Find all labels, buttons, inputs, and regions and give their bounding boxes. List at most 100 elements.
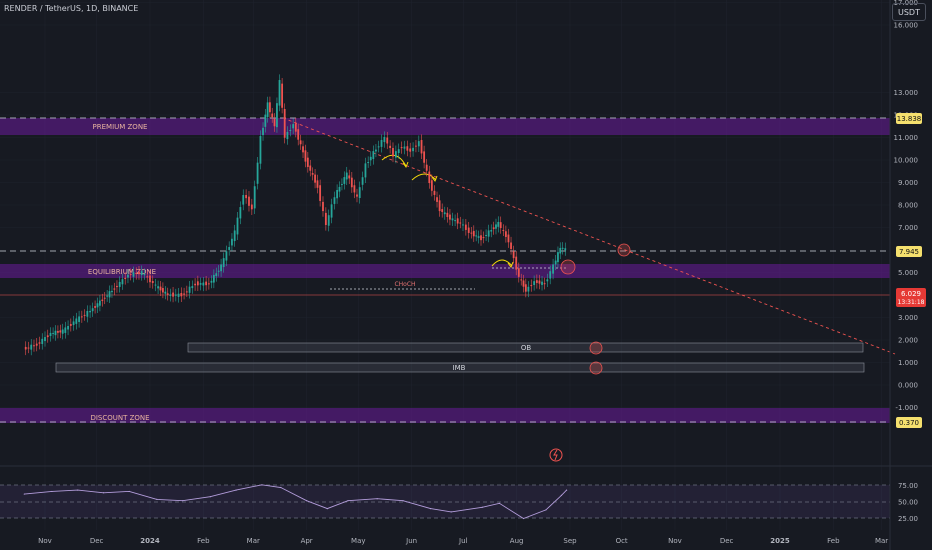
candle-body xyxy=(482,237,485,239)
candle-body xyxy=(480,235,482,241)
price-tick-label: 10.000 xyxy=(894,157,919,165)
candle-body xyxy=(459,222,462,224)
imb-box xyxy=(55,362,865,373)
candle-body xyxy=(69,324,72,326)
time-tick-label: Dec xyxy=(90,537,104,545)
candle-body xyxy=(162,287,164,293)
candle-body xyxy=(502,229,505,231)
price-tick-label: -1.000 xyxy=(895,404,918,412)
candle-body xyxy=(215,273,218,277)
candle-body xyxy=(177,293,180,297)
candle-body xyxy=(225,251,228,261)
candle-body xyxy=(456,218,459,224)
candle-body xyxy=(533,281,536,286)
candle-body xyxy=(94,306,96,308)
rsi-point xyxy=(347,500,349,502)
candle-body xyxy=(220,264,222,272)
candle-body xyxy=(538,280,541,284)
candle-body xyxy=(530,285,533,287)
candle-body xyxy=(477,236,480,238)
candle-body xyxy=(322,201,324,212)
flash-icon[interactable] xyxy=(549,448,563,462)
candle-body xyxy=(49,332,52,337)
rsi-point xyxy=(429,508,432,510)
candle-body xyxy=(273,118,276,127)
currency-button[interactable]: USDT xyxy=(892,3,926,21)
imb-label: IMB xyxy=(453,364,466,372)
candle-body xyxy=(183,293,185,295)
candle-body xyxy=(80,316,83,318)
candle-body xyxy=(199,283,202,285)
candle-body xyxy=(316,180,319,188)
candle-body xyxy=(504,231,507,237)
discount-zone-label: DISCOUNT ZONE xyxy=(90,414,149,422)
candle-body xyxy=(149,275,151,283)
candle-body xyxy=(231,238,233,246)
candle-body xyxy=(549,271,552,279)
candle-body xyxy=(512,251,515,259)
candle-body xyxy=(157,286,159,289)
candle-body xyxy=(154,284,157,286)
candle-body xyxy=(24,346,27,350)
time-tick-label: 2024 xyxy=(140,537,160,545)
candle-body xyxy=(336,189,339,199)
candle-body xyxy=(510,242,512,249)
candle-body xyxy=(333,197,336,204)
candle-body xyxy=(233,230,236,242)
candle-body xyxy=(129,274,132,276)
candle-body xyxy=(375,149,377,152)
rsi-tick-label: 25.00 xyxy=(898,515,918,523)
candle-body xyxy=(400,147,403,149)
candle-body xyxy=(180,293,183,297)
candle-body xyxy=(83,314,86,316)
price-tick-label: 0.000 xyxy=(898,382,918,390)
candle-body xyxy=(345,172,348,180)
candle-body xyxy=(33,345,35,347)
candle-body xyxy=(61,329,64,334)
candle-body xyxy=(188,286,191,293)
premium-price-tag xyxy=(896,113,922,124)
candle-body xyxy=(259,136,262,164)
rsi-point xyxy=(102,492,105,494)
ob-label: OB xyxy=(521,344,532,352)
price-tick-label: 7.000 xyxy=(898,224,918,232)
equilibrium-zone xyxy=(0,264,890,278)
candle-body xyxy=(520,279,523,281)
candle-body xyxy=(475,235,478,237)
candle-body xyxy=(392,147,394,157)
rsi-point xyxy=(545,509,547,511)
candle-body xyxy=(319,185,322,201)
candle-body xyxy=(380,139,383,147)
candle-body xyxy=(113,288,116,290)
candle-body xyxy=(425,164,428,171)
candle-body xyxy=(276,103,278,128)
candle-body xyxy=(487,230,490,237)
candle-body xyxy=(44,337,46,342)
candle-body xyxy=(443,212,446,215)
time-tick-label: Sep xyxy=(563,537,577,545)
rsi-point xyxy=(498,502,501,504)
time-tick-label: Mar xyxy=(875,537,888,545)
rsi-point xyxy=(156,498,158,500)
ob-circle xyxy=(589,341,603,355)
candle-body xyxy=(185,291,188,293)
premium-zone xyxy=(0,118,890,135)
candle-body xyxy=(358,187,361,198)
rsi-point xyxy=(402,500,404,502)
candle-body xyxy=(72,321,75,326)
candle-body xyxy=(543,283,546,285)
candle-body xyxy=(324,212,327,225)
candle-body xyxy=(423,151,426,163)
price-tick-label: 16.000 xyxy=(894,22,919,30)
candle-body xyxy=(341,184,343,186)
candle-body xyxy=(372,151,375,160)
candle-body xyxy=(143,274,146,276)
candle-body xyxy=(311,173,314,175)
price-tick-label: 11.000 xyxy=(894,134,919,142)
candle-body xyxy=(467,227,470,233)
candle-body xyxy=(515,256,518,270)
rsi-point xyxy=(481,506,483,508)
candle-body xyxy=(116,285,118,288)
candle-body xyxy=(294,123,297,132)
